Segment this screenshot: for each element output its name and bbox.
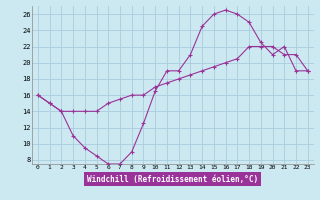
X-axis label: Windchill (Refroidissement éolien,°C): Windchill (Refroidissement éolien,°C)	[87, 175, 258, 184]
